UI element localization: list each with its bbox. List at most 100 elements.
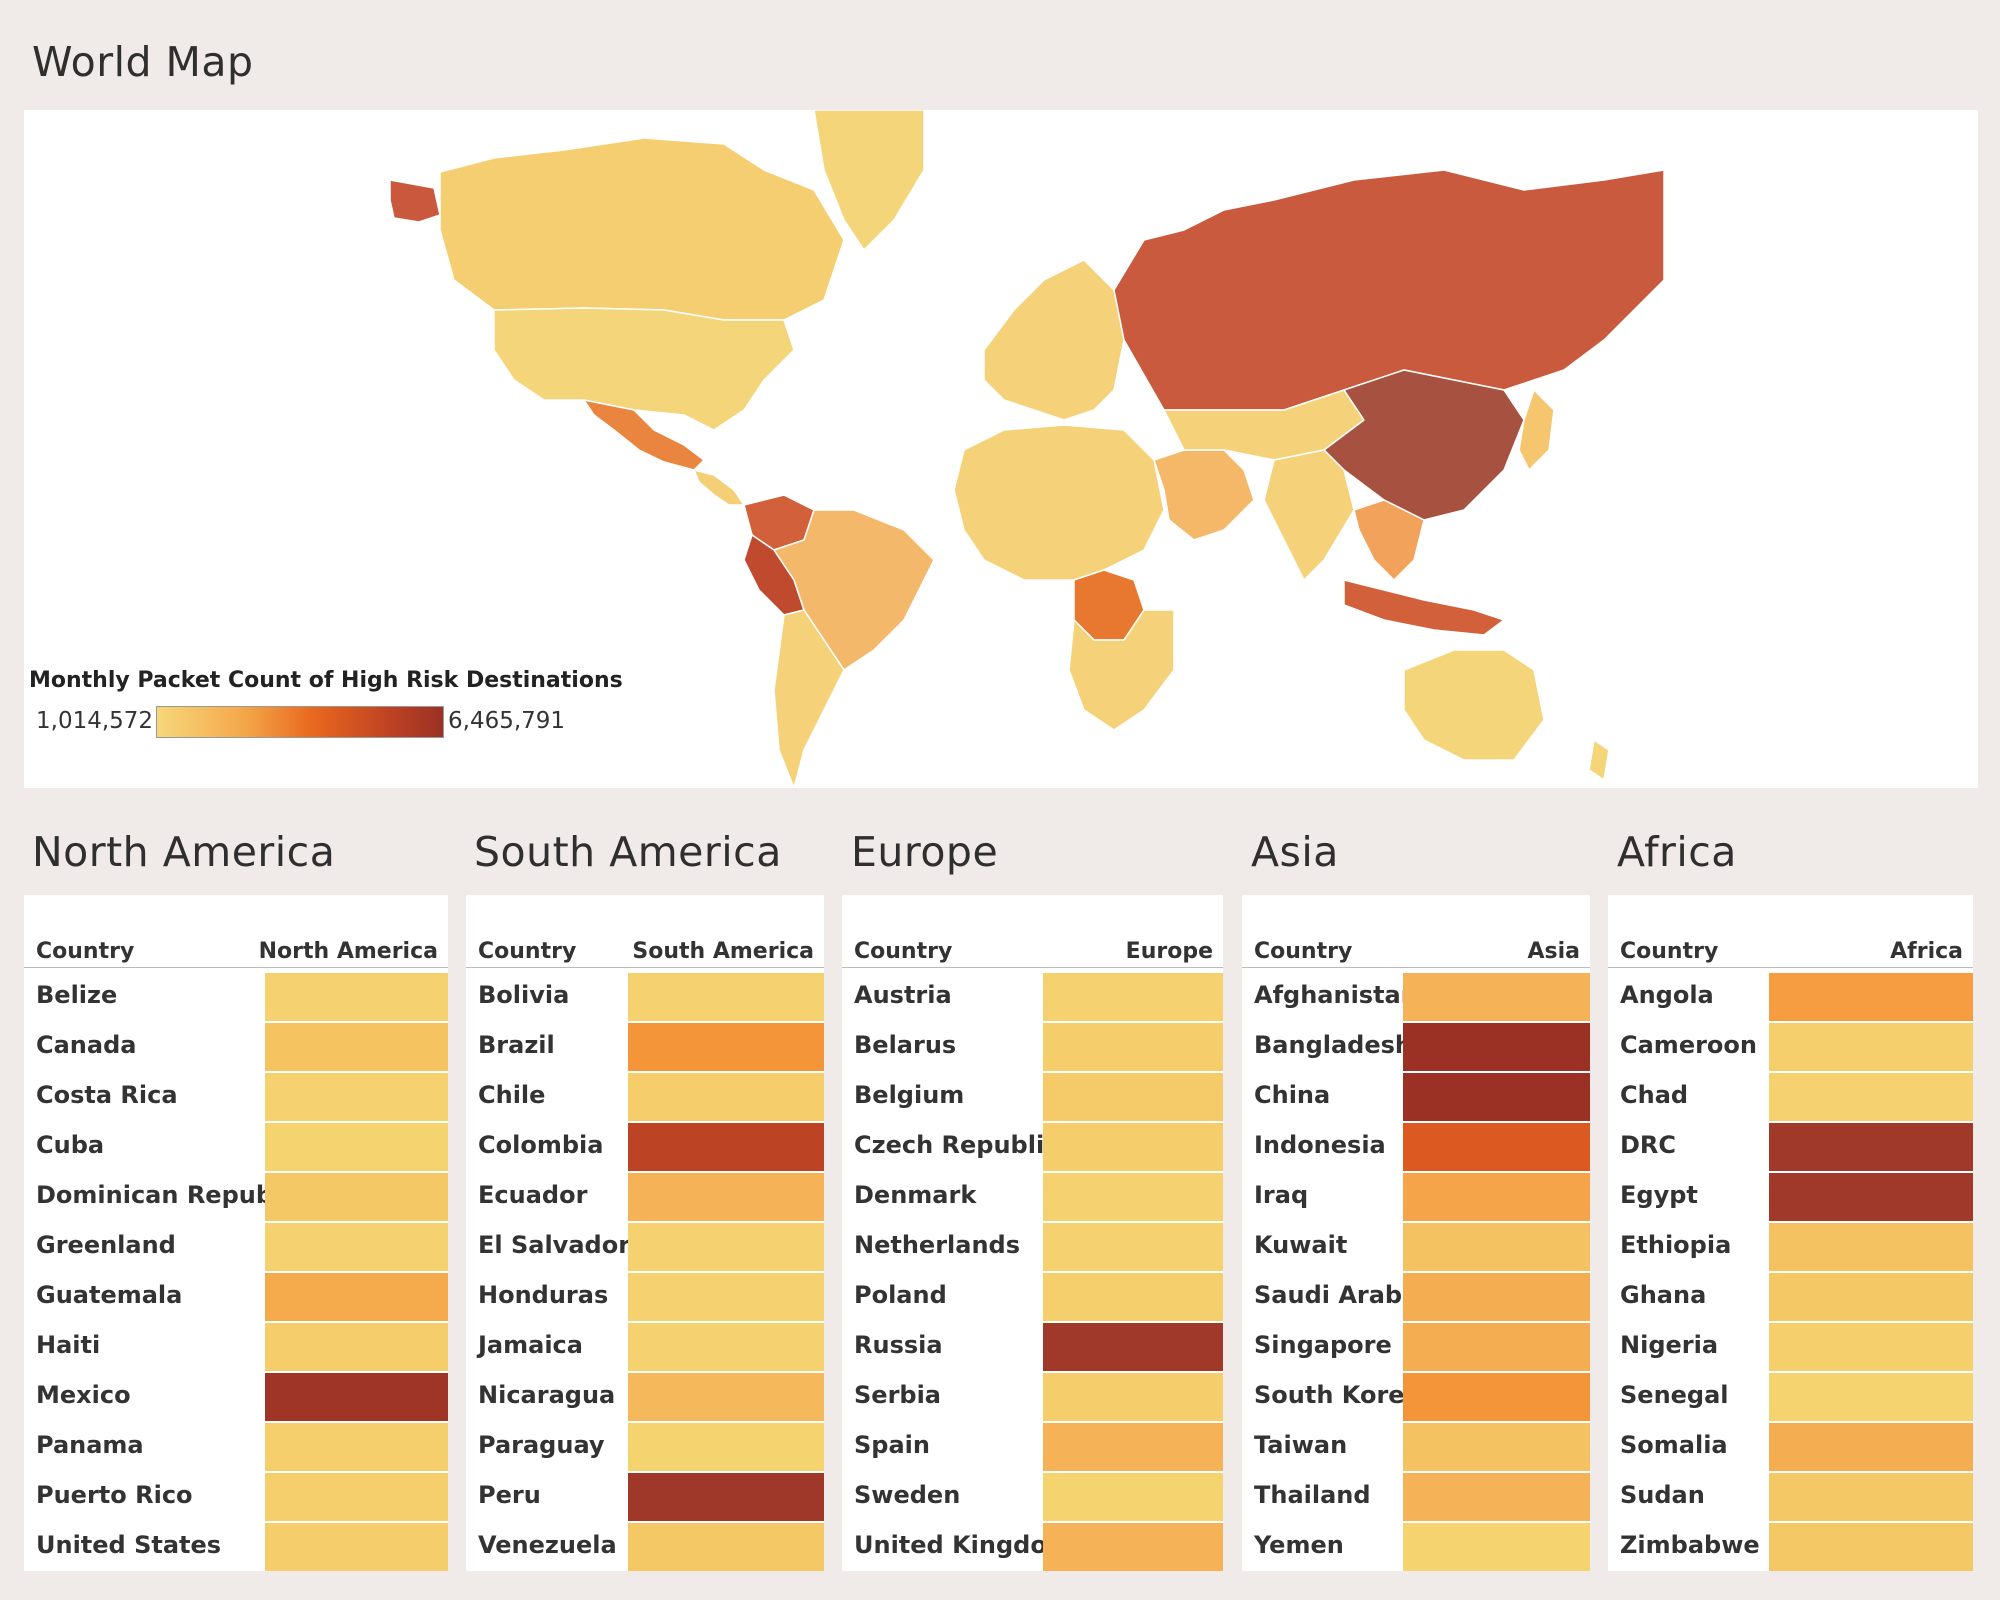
heat-cell[interactable] (1043, 973, 1223, 1021)
map-region-russia[interactable] (1113, 169, 1665, 411)
table-row[interactable]: Peru (466, 1473, 824, 1523)
heat-cell[interactable] (265, 1273, 448, 1321)
heat-cell[interactable] (1043, 1473, 1223, 1521)
table-row[interactable]: United Kingdom (842, 1523, 1223, 1573)
heat-cell[interactable] (1769, 973, 1973, 1021)
heat-cell[interactable] (628, 1123, 824, 1171)
heat-cell[interactable] (1043, 1173, 1223, 1221)
table-row[interactable]: Saudi Arabia (1242, 1273, 1590, 1323)
table-row[interactable]: Afghanistan (1242, 973, 1590, 1023)
table-row[interactable]: Sweden (842, 1473, 1223, 1523)
heat-cell[interactable] (1769, 1023, 1973, 1071)
heat-cell[interactable] (1043, 1073, 1223, 1121)
table-row[interactable]: Belgium (842, 1073, 1223, 1123)
heat-cell[interactable] (628, 1373, 824, 1421)
heat-cell[interactable] (1403, 1423, 1590, 1471)
heat-cell[interactable] (265, 1023, 448, 1071)
heat-cell[interactable] (265, 1423, 448, 1471)
column-header-region[interactable]: Europe (1125, 939, 1213, 964)
table-row[interactable]: Angola (1608, 973, 1973, 1023)
table-row[interactable]: Ethiopia (1608, 1223, 1973, 1273)
table-row[interactable]: Canada (24, 1023, 448, 1073)
column-header-country[interactable]: Country (1254, 939, 1353, 964)
table-row[interactable]: South Korea (1242, 1373, 1590, 1423)
heat-cell[interactable] (628, 1423, 824, 1471)
table-row[interactable]: Singapore (1242, 1323, 1590, 1373)
heat-cell[interactable] (1043, 1373, 1223, 1421)
table-row[interactable]: Panama (24, 1423, 448, 1473)
heat-cell[interactable] (1043, 1123, 1223, 1171)
table-row[interactable]: Czech Republic (842, 1123, 1223, 1173)
heat-cell[interactable] (1043, 1023, 1223, 1071)
heat-cell[interactable] (1769, 1173, 1973, 1221)
table-row[interactable]: Bolivia (466, 973, 824, 1023)
heat-cell[interactable] (1769, 1273, 1973, 1321)
heat-cell[interactable] (628, 1473, 824, 1521)
table-row[interactable]: Dominican Republic (24, 1173, 448, 1223)
map-region-new-zealand[interactable] (1588, 739, 1610, 781)
heat-cell[interactable] (1403, 1023, 1590, 1071)
table-row[interactable]: Bangladesh (1242, 1023, 1590, 1073)
map-region-canada[interactable] (439, 137, 845, 321)
heat-cell[interactable] (628, 1273, 824, 1321)
table-row[interactable]: Mexico (24, 1373, 448, 1423)
table-row[interactable]: Nicaragua (466, 1373, 824, 1423)
heat-cell[interactable] (1769, 1523, 1973, 1571)
map-region-brazil[interactable] (773, 509, 935, 671)
heat-cell[interactable] (265, 1523, 448, 1571)
map-region-indonesia[interactable] (1343, 579, 1505, 636)
heat-cell[interactable] (1043, 1423, 1223, 1471)
table-row[interactable]: Kuwait (1242, 1223, 1590, 1273)
heat-cell[interactable] (1403, 1073, 1590, 1121)
heat-cell[interactable] (1769, 1073, 1973, 1121)
table-row[interactable]: Costa Rica (24, 1073, 448, 1123)
map-region-southeast-asia[interactable] (1353, 499, 1425, 581)
table-row[interactable]: Egypt (1608, 1173, 1973, 1223)
column-header-region[interactable]: North America (258, 939, 438, 964)
map-region-europe[interactable] (983, 259, 1125, 421)
table-row[interactable]: Brazil (466, 1023, 824, 1073)
table-row[interactable]: Belize (24, 973, 448, 1023)
table-row[interactable]: Russia (842, 1323, 1223, 1373)
heat-cell[interactable] (1769, 1123, 1973, 1171)
table-row[interactable]: Cameroon (1608, 1023, 1973, 1073)
table-row[interactable]: Paraguay (466, 1423, 824, 1473)
heat-cell[interactable] (1403, 1173, 1590, 1221)
table-row[interactable]: Poland (842, 1273, 1223, 1323)
heat-cell[interactable] (265, 1473, 448, 1521)
map-region-southern-south-america[interactable] (773, 609, 845, 788)
heat-cell[interactable] (265, 1323, 448, 1371)
table-row[interactable]: Cuba (24, 1123, 448, 1173)
column-header-country[interactable]: Country (854, 939, 953, 964)
heat-cell[interactable] (265, 1373, 448, 1421)
heat-cell[interactable] (265, 1123, 448, 1171)
table-row[interactable]: Yemen (1242, 1523, 1590, 1573)
world-map-panel[interactable]: Monthly Packet Count of High Risk Destin… (24, 110, 1978, 788)
heat-cell[interactable] (1769, 1223, 1973, 1271)
table-row[interactable]: Venezuela (466, 1523, 824, 1573)
heat-cell[interactable] (628, 1023, 824, 1071)
table-row[interactable]: El Salvador (466, 1223, 824, 1273)
map-region-united-states[interactable] (493, 307, 795, 431)
table-row[interactable]: Austria (842, 973, 1223, 1023)
heat-cell[interactable] (1769, 1373, 1973, 1421)
heat-cell[interactable] (1043, 1273, 1223, 1321)
column-header-region[interactable]: South America (632, 939, 814, 964)
column-header-country[interactable]: Country (36, 939, 135, 964)
table-row[interactable]: Somalia (1608, 1423, 1973, 1473)
heat-cell[interactable] (628, 1073, 824, 1121)
heat-cell[interactable] (1043, 1223, 1223, 1271)
table-row[interactable]: Guatemala (24, 1273, 448, 1323)
column-header-country[interactable]: Country (1620, 939, 1719, 964)
table-row[interactable]: Iraq (1242, 1173, 1590, 1223)
heat-cell[interactable] (1403, 1523, 1590, 1571)
table-row[interactable]: Thailand (1242, 1473, 1590, 1523)
column-header-country[interactable]: Country (478, 939, 577, 964)
heat-cell[interactable] (265, 1223, 448, 1271)
table-row[interactable]: Haiti (24, 1323, 448, 1373)
table-row[interactable]: Nigeria (1608, 1323, 1973, 1373)
heat-cell[interactable] (1769, 1473, 1973, 1521)
table-row[interactable]: Colombia (466, 1123, 824, 1173)
table-row[interactable]: United States (24, 1523, 448, 1573)
table-row[interactable]: Netherlands (842, 1223, 1223, 1273)
